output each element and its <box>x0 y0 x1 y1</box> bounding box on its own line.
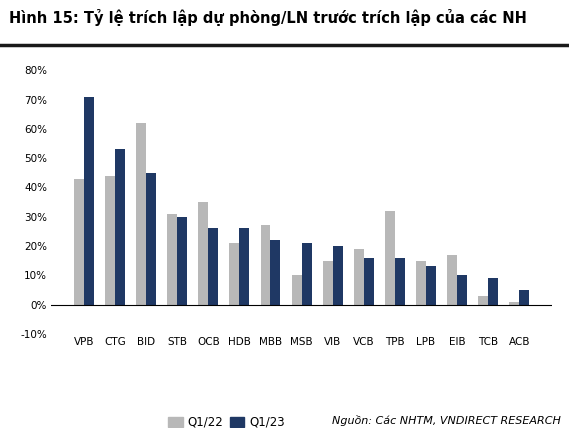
Bar <box>333 246 343 305</box>
Bar <box>519 290 529 305</box>
Bar <box>426 267 436 305</box>
Bar <box>199 202 208 305</box>
Bar <box>105 176 115 305</box>
Bar <box>146 173 156 305</box>
Bar <box>385 211 395 305</box>
Bar <box>115 149 125 305</box>
Bar <box>136 123 146 305</box>
Bar <box>229 243 240 305</box>
Bar <box>302 243 311 305</box>
Bar <box>261 226 270 305</box>
Bar <box>240 229 249 305</box>
Bar <box>292 275 302 305</box>
Text: Nguồn: Các NHTM, VNDIRECT RESEARCH: Nguồn: Các NHTM, VNDIRECT RESEARCH <box>332 415 560 426</box>
Bar <box>167 214 177 305</box>
Bar <box>177 217 187 305</box>
Bar <box>488 278 498 305</box>
Legend: Q1/22, Q1/23: Q1/22, Q1/23 <box>164 411 289 428</box>
Bar <box>395 258 405 305</box>
Bar <box>323 261 333 305</box>
Text: Hình 15: Tỷ lệ trích lập dự phòng/LN trước trích lập của các NH: Hình 15: Tỷ lệ trích lập dự phòng/LN trư… <box>9 9 526 27</box>
Bar <box>74 178 84 305</box>
Bar <box>364 258 374 305</box>
Bar <box>270 240 281 305</box>
Bar <box>416 261 426 305</box>
Bar <box>509 302 519 305</box>
Bar <box>447 255 457 305</box>
Bar <box>457 275 467 305</box>
Bar <box>354 249 364 305</box>
Bar <box>478 296 488 305</box>
Bar <box>84 97 94 305</box>
Bar <box>208 229 218 305</box>
